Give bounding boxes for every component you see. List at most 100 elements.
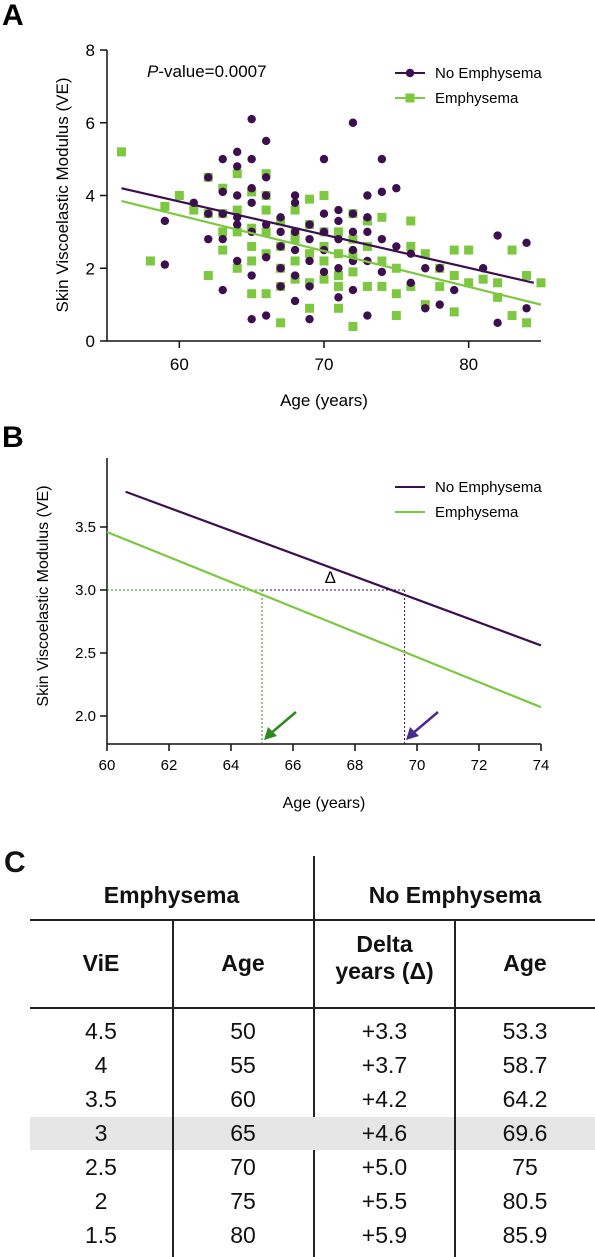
point-no-emphysema: [276, 213, 285, 222]
table-cell-age: 85.9: [502, 1222, 548, 1248]
point-emphysema: [406, 241, 416, 251]
point-no-emphysema: [247, 184, 256, 193]
delta-label: Δ: [325, 568, 336, 587]
panel-b-x-tick-label: 64: [223, 757, 240, 774]
column-header-delta-line-1: Delta: [356, 931, 413, 957]
column-divider-1: [172, 920, 174, 1008]
point-no-emphysema: [319, 209, 329, 218]
point-no-emphysema: [261, 311, 271, 320]
table-cell-age: 65: [230, 1120, 256, 1146]
point-emphysema: [333, 303, 343, 313]
table-cell-age: 60: [230, 1086, 256, 1112]
point-emphysema: [247, 256, 257, 266]
table-cell-vie: 4.5: [85, 1018, 117, 1044]
panel-b-axes: [106, 458, 541, 745]
point-no-emphysema: [233, 220, 242, 229]
point-emphysema: [276, 318, 286, 328]
point-no-emphysema: [290, 245, 300, 255]
table-row: 4 55 +3.7 58.7: [30, 1049, 595, 1082]
point-no-emphysema: [247, 154, 256, 164]
panel-b-legend: No Emphysema Emphysema: [395, 479, 542, 521]
panel-b-letter: B: [2, 421, 24, 454]
point-emphysema: [203, 271, 213, 281]
point-emphysema: [435, 281, 445, 291]
table-cell-vie: 3.5: [85, 1086, 117, 1112]
point-no-emphysema: [363, 227, 372, 237]
point-no-emphysema: [522, 304, 531, 313]
point-emphysema: [406, 216, 416, 226]
point-emphysema: [420, 249, 430, 259]
point-no-emphysema: [261, 136, 271, 146]
point-emphysema: [247, 241, 257, 251]
panel-b-x-tick-label: 70: [409, 757, 426, 774]
point-emphysema: [319, 191, 329, 200]
point-emphysema: [116, 147, 126, 157]
column-header-delta-years: Delta years (Δ): [315, 931, 454, 985]
point-no-emphysema: [218, 285, 227, 295]
table-cell-age: 64.2: [502, 1086, 548, 1112]
point-emphysema: [290, 205, 300, 215]
panel-a-y-tick-label: 2: [86, 259, 95, 278]
point-emphysema: [348, 234, 358, 244]
table-cell-age: 80.5: [502, 1188, 548, 1214]
point-emphysema: [290, 234, 300, 244]
point-emphysema: [261, 227, 271, 237]
point-no-emphysema: [450, 285, 459, 295]
table-cell-delta-years: +5.9: [361, 1222, 408, 1248]
point-emphysema: [391, 289, 401, 299]
point-emphysema: [377, 256, 387, 266]
point-no-emphysema: [421, 264, 430, 273]
panel-c-table: C Emphysema No Emphysema ViE Age Delta y…: [0, 840, 595, 1257]
table-row: 3 65 +4.6 69.6: [30, 1117, 595, 1150]
point-emphysema: [333, 281, 343, 291]
purple-arrow-icon: [406, 711, 439, 740]
point-no-emphysema: [290, 296, 300, 306]
point-no-emphysema: [204, 173, 213, 182]
group-header-no-emphysema: No Emphysema: [368, 882, 542, 908]
panel-b-y-tick-label: 3.5: [75, 519, 96, 536]
point-no-emphysema: [276, 282, 285, 291]
column-header-delta-line-2: years (Δ): [335, 958, 434, 984]
panel-b-line-chart: B 2.0 2.5 3.0 3.5 60 62 64 66 68 70 72 74 Δ Age (ye…: [2, 421, 549, 812]
point-no-emphysema: [233, 191, 242, 200]
table-cell-delta-years: +3.3: [361, 1018, 408, 1044]
table-cell-vie: 3: [94, 1120, 108, 1146]
point-no-emphysema: [290, 191, 300, 200]
point-emphysema: [189, 205, 199, 215]
table-cell-delta-years: +4.2: [361, 1086, 408, 1112]
point-no-emphysema: [305, 256, 314, 266]
panel-b-y-tick-label: 2.5: [75, 645, 96, 662]
point-no-emphysema: [233, 162, 242, 171]
panel-a-y-tick-label: 6: [86, 114, 95, 133]
green-arrow-icon: [264, 711, 297, 740]
p-value-text: -value=0.0007: [158, 62, 266, 81]
point-emphysema: [232, 263, 242, 273]
point-no-emphysema: [204, 234, 213, 244]
point-no-emphysema: [348, 245, 358, 255]
point-no-emphysema: [261, 253, 271, 262]
point-no-emphysema: [261, 191, 271, 200]
group-divider: [313, 856, 315, 1257]
point-emphysema: [449, 245, 459, 255]
point-emphysema: [261, 205, 271, 215]
table-row: 2 75 +5.5 80.5: [30, 1185, 595, 1218]
table-cell-vie: 4: [94, 1052, 108, 1078]
table-cell-age: 50: [230, 1018, 256, 1044]
point-emphysema: [362, 241, 372, 251]
point-emphysema: [377, 212, 387, 222]
panel-a-x-tick-label: 80: [459, 355, 478, 374]
point-emphysema: [449, 307, 459, 317]
point-emphysema: [362, 281, 372, 291]
panel-b-y-tick-label: 3.0: [75, 582, 96, 599]
p-value-italic-p: P: [147, 62, 159, 81]
point-no-emphysema: [406, 278, 415, 287]
table-cell-age: 58.7: [502, 1052, 548, 1078]
point-no-emphysema: [435, 300, 444, 309]
point-no-emphysema: [276, 227, 285, 237]
point-no-emphysema: [305, 282, 314, 291]
column-header-vie: ViE: [82, 950, 120, 976]
table-cell-vie: 2.5: [85, 1154, 117, 1180]
panel-a-y-axis-title: Skin Viscoelastic Modulus (VE): [53, 78, 72, 313]
point-emphysema: [160, 201, 170, 211]
point-no-emphysema: [348, 209, 358, 218]
